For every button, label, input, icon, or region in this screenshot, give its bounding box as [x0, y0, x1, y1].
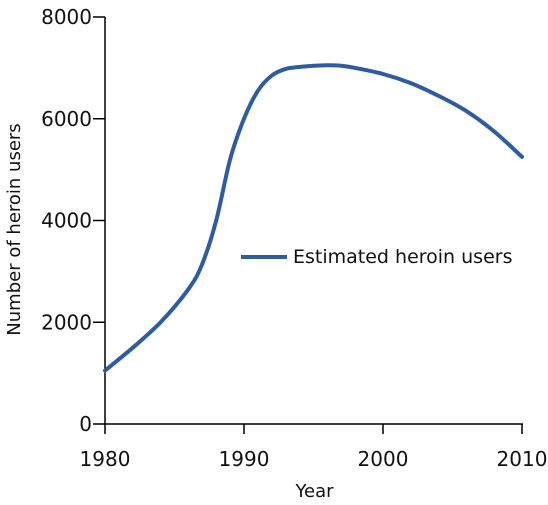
y-axis-title: Number of heroin users	[4, 123, 25, 335]
y-tick-label: 2000	[41, 310, 92, 334]
series-line	[103, 63, 524, 373]
y-tick-label: 8000	[41, 5, 92, 29]
y-tick-label: 6000	[41, 107, 92, 131]
y-tick-label: 4000	[41, 209, 92, 233]
x-axis-title: Year	[294, 481, 334, 502]
legend: Estimated heroin users	[241, 246, 512, 268]
x-tick-label: 2000	[358, 447, 409, 471]
x-tick-label: 1990	[219, 447, 270, 471]
legend-label: Estimated heroin users	[293, 246, 512, 268]
x-tick-label: 1980	[80, 447, 131, 471]
x-axis-ticks: 1980 1990 2000 2010	[80, 424, 548, 471]
y-axis-ticks: 0 2000 4000 6000 8000	[41, 5, 105, 436]
x-tick-label: 2010	[497, 447, 548, 471]
y-tick-label: 0	[79, 412, 92, 436]
series-layer	[103, 63, 524, 373]
